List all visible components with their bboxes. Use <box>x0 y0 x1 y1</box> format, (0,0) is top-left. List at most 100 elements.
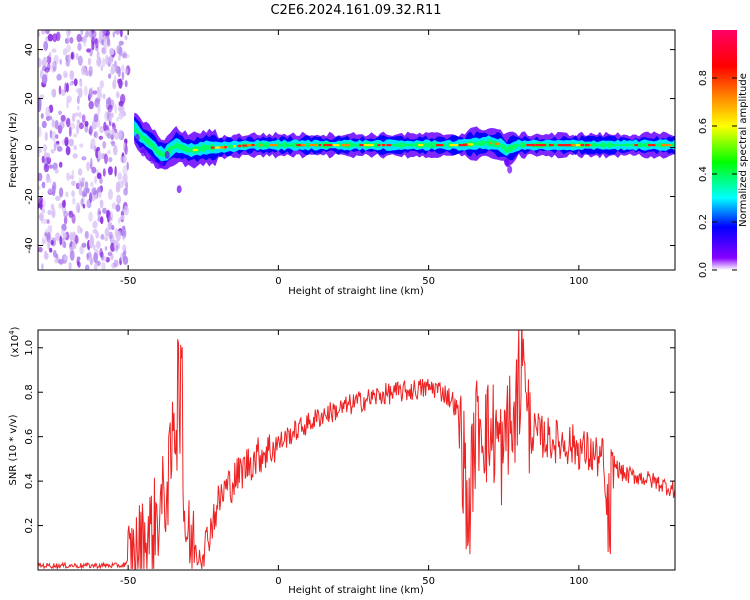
noise-speckle <box>84 120 89 127</box>
x-tick-label: 0 <box>275 576 281 587</box>
noise-speckle <box>122 165 128 177</box>
noise-speckle <box>42 56 48 62</box>
noise-speckle <box>96 86 100 93</box>
noise-speckle <box>86 48 91 53</box>
noise-speckle <box>52 181 57 191</box>
noise-speckle <box>46 115 53 121</box>
snr-series-line <box>38 330 675 570</box>
noise-speckle <box>104 227 110 237</box>
spectrogram-panel: -50 0 50 100 -40 -20 0 20 40 Height of straight … <box>8 29 676 297</box>
noise-speckle <box>116 116 119 122</box>
noise-speckle <box>58 85 62 95</box>
noise-speckle <box>118 78 123 89</box>
noise-speckle <box>63 210 69 219</box>
snr-frame <box>37 329 676 571</box>
noise-speckle <box>102 35 108 42</box>
noise-speckle <box>84 230 89 239</box>
noise-speckle <box>39 94 45 99</box>
disturbance-blob <box>176 185 182 194</box>
colorbar-gradient <box>712 30 737 270</box>
noise-speckle <box>117 55 121 62</box>
noise-speckle <box>97 207 101 219</box>
noise-speckle <box>92 90 98 95</box>
noise-speckle <box>52 61 55 68</box>
noise-speckle <box>41 120 47 129</box>
noise-speckle <box>72 153 78 159</box>
noise-speckle <box>102 141 107 149</box>
noise-speckle <box>79 245 84 255</box>
noise-speckle <box>115 230 121 242</box>
noise-speckle <box>41 208 46 214</box>
noise-speckle <box>118 180 124 189</box>
noise-speckle <box>66 117 71 128</box>
spectrogram-ticks: -50 0 50 100 -40 -20 0 20 40 <box>24 30 675 287</box>
noise-speckle <box>124 144 128 155</box>
noise-speckle <box>114 60 117 68</box>
noise-speckle <box>122 244 127 252</box>
disturbance-blob <box>507 165 513 174</box>
y-tick-label: -20 <box>24 188 35 204</box>
noise-speckle <box>42 144 48 153</box>
noise-speckle <box>117 66 121 78</box>
noise-speckle <box>65 191 69 198</box>
snr-panel: -50 0 50 100 0.2 0.4 0.6 0.8 1.0 Height of strai… <box>8 326 676 596</box>
x-tick-label: 100 <box>569 576 588 587</box>
noise-speckle <box>60 114 66 122</box>
y-tick-label: 20 <box>24 92 35 105</box>
noise-speckle <box>61 237 65 248</box>
snr-ticks: -50 0 50 100 0.2 0.4 0.6 0.8 1.0 <box>24 330 675 587</box>
noise-speckle <box>88 88 93 99</box>
x-tick-label: 50 <box>422 276 435 287</box>
noise-speckle <box>43 40 49 52</box>
noise-speckle <box>62 233 67 239</box>
noise-speckle <box>73 78 78 87</box>
noise-speckle <box>86 253 89 261</box>
noise-speckle <box>108 73 112 79</box>
noise-speckle <box>59 187 64 198</box>
noise-speckle <box>52 250 57 258</box>
noise-speckle <box>55 134 59 140</box>
noise-speckle <box>44 131 48 141</box>
noise-speckle <box>108 157 113 163</box>
noise-speckle <box>95 231 100 239</box>
noise-speckle <box>93 190 97 196</box>
noise-speckle <box>124 68 129 75</box>
noise-speckle <box>41 181 46 189</box>
noise-speckle <box>99 216 104 225</box>
noise-speckle <box>70 51 74 60</box>
snr-scale-label: (x104) <box>8 326 21 357</box>
noise-speckle <box>106 34 110 46</box>
noise-speckle <box>47 178 52 183</box>
noise-speckle <box>68 54 71 63</box>
noise-speckle <box>95 240 101 249</box>
noise-speckle <box>82 192 88 198</box>
noise-speckle <box>73 133 78 138</box>
noise-speckle <box>83 38 87 47</box>
disturbance-blob <box>158 160 164 169</box>
noise-speckle <box>48 164 54 169</box>
noise-speckle <box>114 165 117 177</box>
noise-speckle <box>105 54 109 65</box>
signal-band-layer <box>134 120 675 162</box>
noise-speckle <box>38 152 41 158</box>
noise-speckle <box>101 262 106 270</box>
noise-speckle <box>88 100 94 110</box>
spectrogram-xlabel: Height of straight line (km) <box>288 286 424 297</box>
disturbance-blob <box>149 155 155 164</box>
noise-speckle <box>99 125 105 134</box>
noise-speckle <box>96 57 102 67</box>
noise-speckle <box>51 48 57 53</box>
noise-speckle <box>115 184 121 193</box>
noise-speckle <box>81 156 87 161</box>
noise-speckle <box>99 199 104 209</box>
noise-speckle <box>47 187 53 194</box>
noise-speckle <box>91 30 95 34</box>
noise-speckle <box>56 73 62 81</box>
noise-speckle <box>104 153 108 165</box>
noise-speckle <box>78 122 84 130</box>
noise-speckle <box>69 250 75 261</box>
noise-speckle <box>45 106 51 118</box>
noise-speckle <box>120 214 125 220</box>
noise-speckle <box>41 30 46 35</box>
colorbar-tick-label: 0.2 <box>698 214 709 230</box>
